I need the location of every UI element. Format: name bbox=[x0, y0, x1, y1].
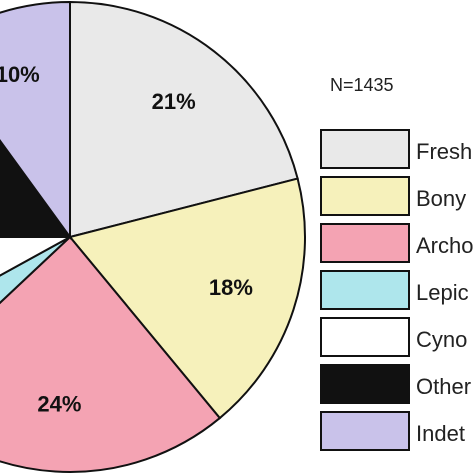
legend-swatch bbox=[320, 129, 410, 169]
slice-label: 10% bbox=[0, 62, 40, 87]
legend-label: Other bbox=[416, 374, 471, 399]
pie-slice bbox=[0, 0, 71, 241]
legend-swatch bbox=[320, 411, 410, 451]
pie-slice bbox=[69, 0, 299, 239]
pie-slice bbox=[0, 235, 222, 473]
legend-swatch bbox=[320, 270, 410, 310]
legend-label: Lepic bbox=[416, 280, 469, 305]
pie-slice bbox=[68, 177, 306, 420]
legend-swatch bbox=[320, 317, 410, 357]
legend-label: Bony bbox=[416, 186, 466, 211]
pie-slice bbox=[0, 236, 71, 277]
sample-size: N=1435 bbox=[330, 75, 394, 95]
legend-label: Archo bbox=[416, 233, 473, 258]
legend-swatch bbox=[320, 176, 410, 216]
legend-label: Fresh bbox=[416, 139, 472, 164]
legend-swatch bbox=[320, 364, 410, 404]
legend-label: Indet bbox=[416, 421, 465, 446]
pie-slice bbox=[0, 236, 71, 305]
slice-label: 24% bbox=[37, 392, 81, 417]
slice-label: 18% bbox=[209, 275, 253, 300]
legend-swatch bbox=[320, 223, 410, 263]
slice-label: 21% bbox=[152, 89, 196, 114]
legend-label: Cyno bbox=[416, 327, 467, 352]
